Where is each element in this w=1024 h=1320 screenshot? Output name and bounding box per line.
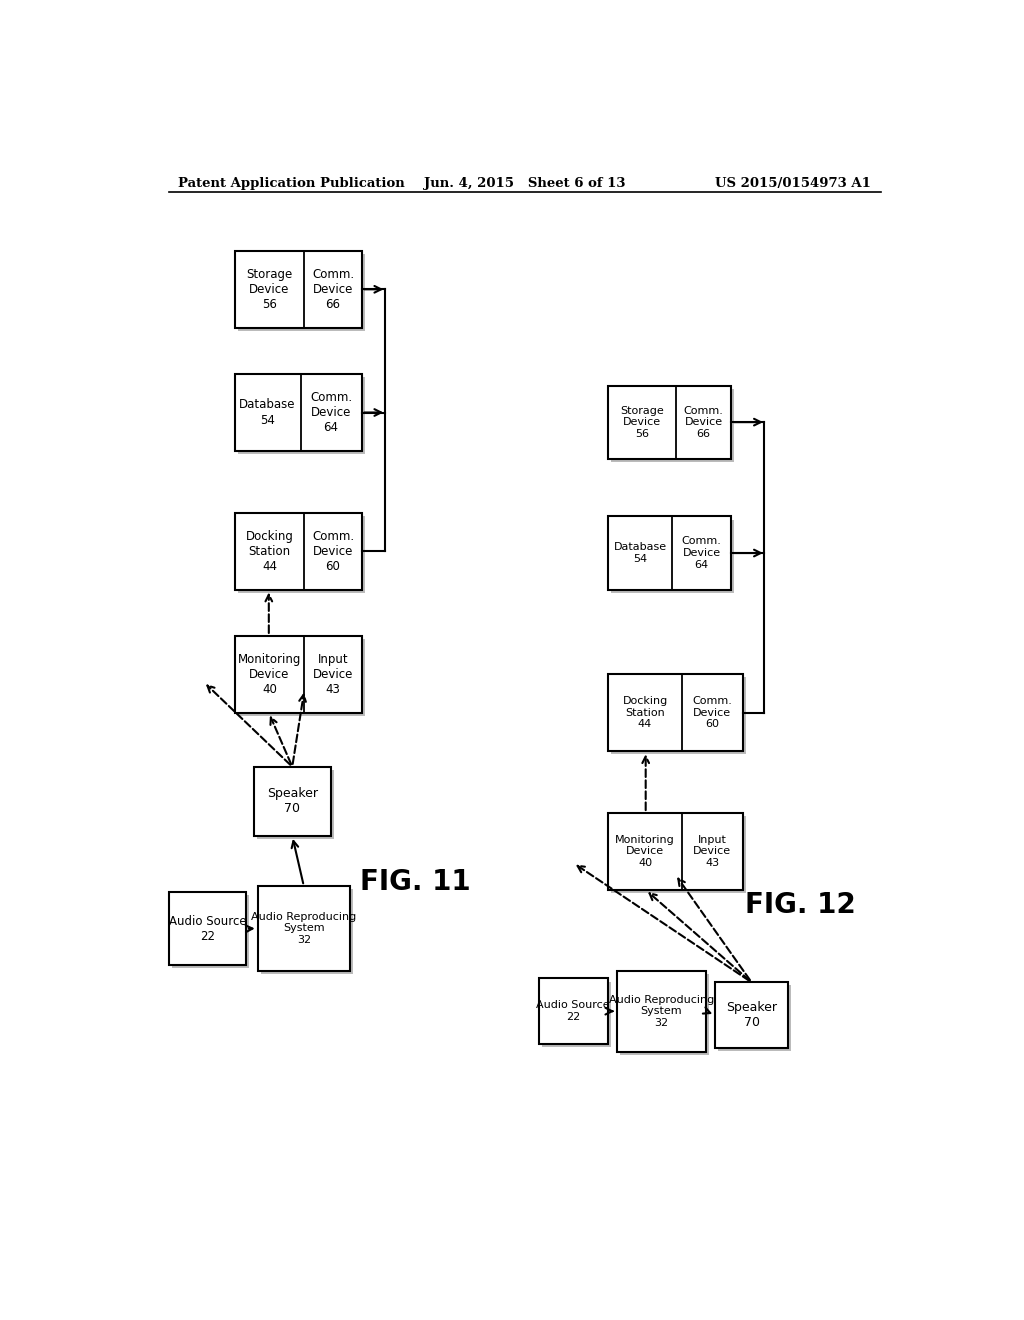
Text: Docking
Station
44: Docking Station 44	[246, 529, 294, 573]
Bar	[617, 970, 706, 1052]
Bar	[611, 677, 745, 755]
Bar	[608, 516, 731, 590]
Bar	[718, 985, 792, 1051]
Text: Monitoring
Device
40: Monitoring Device 40	[615, 834, 675, 869]
Bar	[608, 385, 731, 459]
Text: FIG. 12: FIG. 12	[745, 891, 856, 919]
Bar	[608, 675, 742, 751]
Text: Jun. 4, 2015   Sheet 6 of 13: Jun. 4, 2015 Sheet 6 of 13	[424, 177, 626, 190]
Bar	[621, 974, 709, 1055]
Text: Audio Reproducing
System
32: Audio Reproducing System 32	[251, 912, 356, 945]
Text: Input
Device
43: Input Device 43	[693, 834, 731, 869]
Bar	[234, 636, 361, 713]
Text: FIG. 11: FIG. 11	[360, 869, 471, 896]
Text: Speaker
70: Speaker 70	[267, 787, 317, 816]
Text: Comm.
Device
66: Comm. Device 66	[312, 268, 354, 310]
Text: Audio Source
22: Audio Source 22	[537, 1001, 610, 1022]
Text: Monitoring
Device
40: Monitoring Device 40	[238, 653, 301, 696]
Text: Comm.
Device
66: Comm. Device 66	[683, 405, 723, 438]
Text: Docking
Station
44: Docking Station 44	[623, 696, 668, 730]
Bar	[257, 770, 334, 840]
Bar	[238, 639, 365, 715]
Text: Input
Device
43: Input Device 43	[312, 653, 353, 696]
Bar	[172, 895, 249, 969]
Bar	[611, 520, 734, 593]
Text: Comm.
Device
64: Comm. Device 64	[310, 391, 352, 434]
Bar	[169, 892, 246, 965]
Bar	[261, 890, 353, 974]
Text: Audio Reproducing
System
32: Audio Reproducing System 32	[609, 994, 714, 1028]
Bar	[611, 388, 734, 462]
Bar	[234, 251, 361, 327]
Bar	[542, 982, 611, 1047]
Text: Storage
Device
56: Storage Device 56	[620, 405, 664, 438]
Bar	[254, 767, 331, 836]
Text: Comm.
Device
60: Comm. Device 60	[312, 529, 354, 573]
Text: Database
54: Database 54	[240, 399, 296, 426]
Text: Storage
Device
56: Storage Device 56	[247, 268, 293, 310]
Text: Comm.
Device
60: Comm. Device 60	[692, 696, 732, 730]
Text: Audio Source
22: Audio Source 22	[169, 915, 247, 942]
Bar	[234, 512, 361, 590]
Bar	[238, 516, 365, 593]
Bar	[611, 816, 745, 892]
Bar	[608, 813, 742, 890]
Text: Patent Application Publication: Patent Application Publication	[178, 177, 406, 190]
Bar	[715, 982, 788, 1048]
Bar	[238, 253, 365, 331]
Bar	[258, 886, 350, 970]
Bar	[539, 978, 608, 1044]
Bar	[234, 374, 361, 451]
Text: Comm.
Device
64: Comm. Device 64	[682, 536, 722, 570]
Text: Database
54: Database 54	[613, 543, 667, 564]
Bar	[238, 378, 365, 454]
Text: US 2015/0154973 A1: US 2015/0154973 A1	[716, 177, 871, 190]
Text: Speaker
70: Speaker 70	[726, 1001, 777, 1030]
